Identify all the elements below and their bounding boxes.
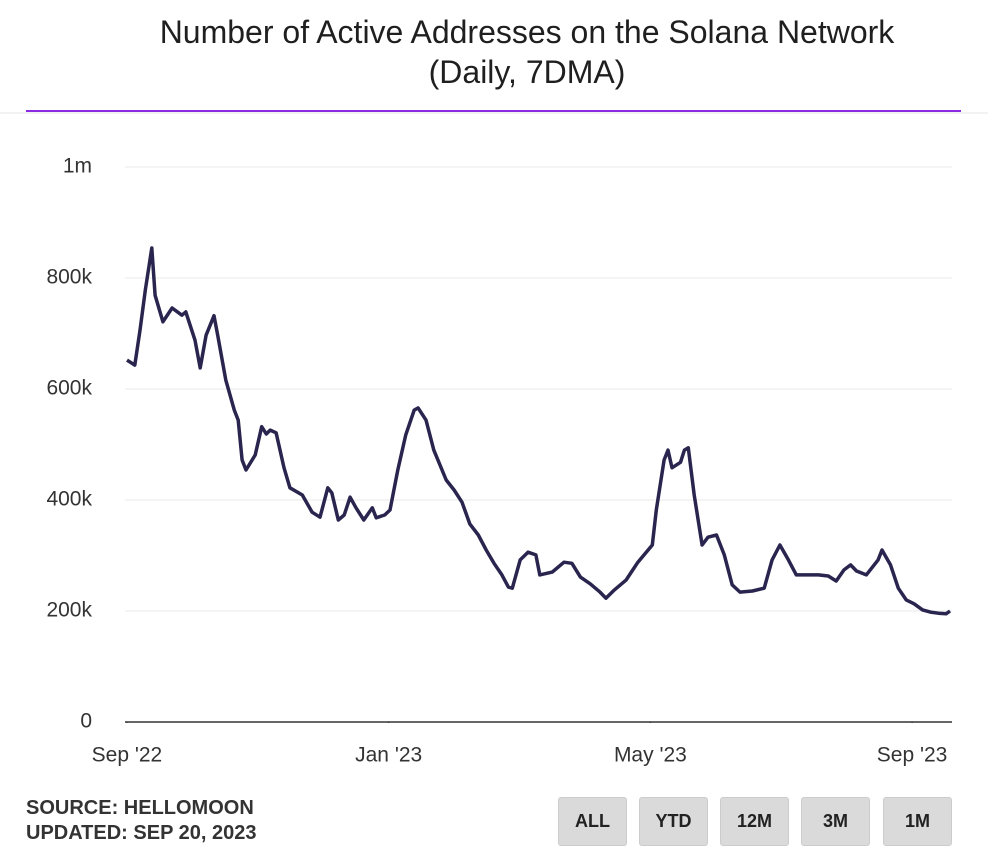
y-tick-label: 400k bbox=[46, 488, 92, 511]
x-tick-label: May '23 bbox=[614, 744, 687, 767]
chart-title: Number of Active Addresses on the Solana… bbox=[159, 14, 895, 90]
range-button[interactable]: 1M bbox=[883, 797, 952, 846]
y-tick-label: 1m bbox=[63, 155, 92, 178]
range-button[interactable]: 3M bbox=[801, 797, 870, 846]
x-tick-label: Sep '23 bbox=[877, 744, 948, 767]
updated: UPDATED: SEP 20, 2023 bbox=[26, 822, 257, 844]
x-tick-label: Sep '22 bbox=[92, 744, 163, 767]
line bbox=[126, 246, 952, 616]
x-tick-label: Jan '23 bbox=[355, 744, 422, 767]
y-tick-label: 0 bbox=[80, 710, 92, 733]
y-tick-label: 800k bbox=[46, 266, 92, 289]
range-button[interactable]: YTD bbox=[639, 797, 708, 846]
chart: 0 200k 400k 600k 800k 1m Sep '22 Jan '23 May '23… bbox=[0, 110, 988, 767]
y-tick-label: 200k bbox=[46, 599, 92, 622]
range-button[interactable]: ALL bbox=[558, 797, 627, 846]
range-button[interactable]: 12M bbox=[720, 797, 789, 846]
y-tick-label: 600k bbox=[46, 377, 92, 400]
source: SOURCE: HELLOMOON bbox=[26, 797, 254, 819]
